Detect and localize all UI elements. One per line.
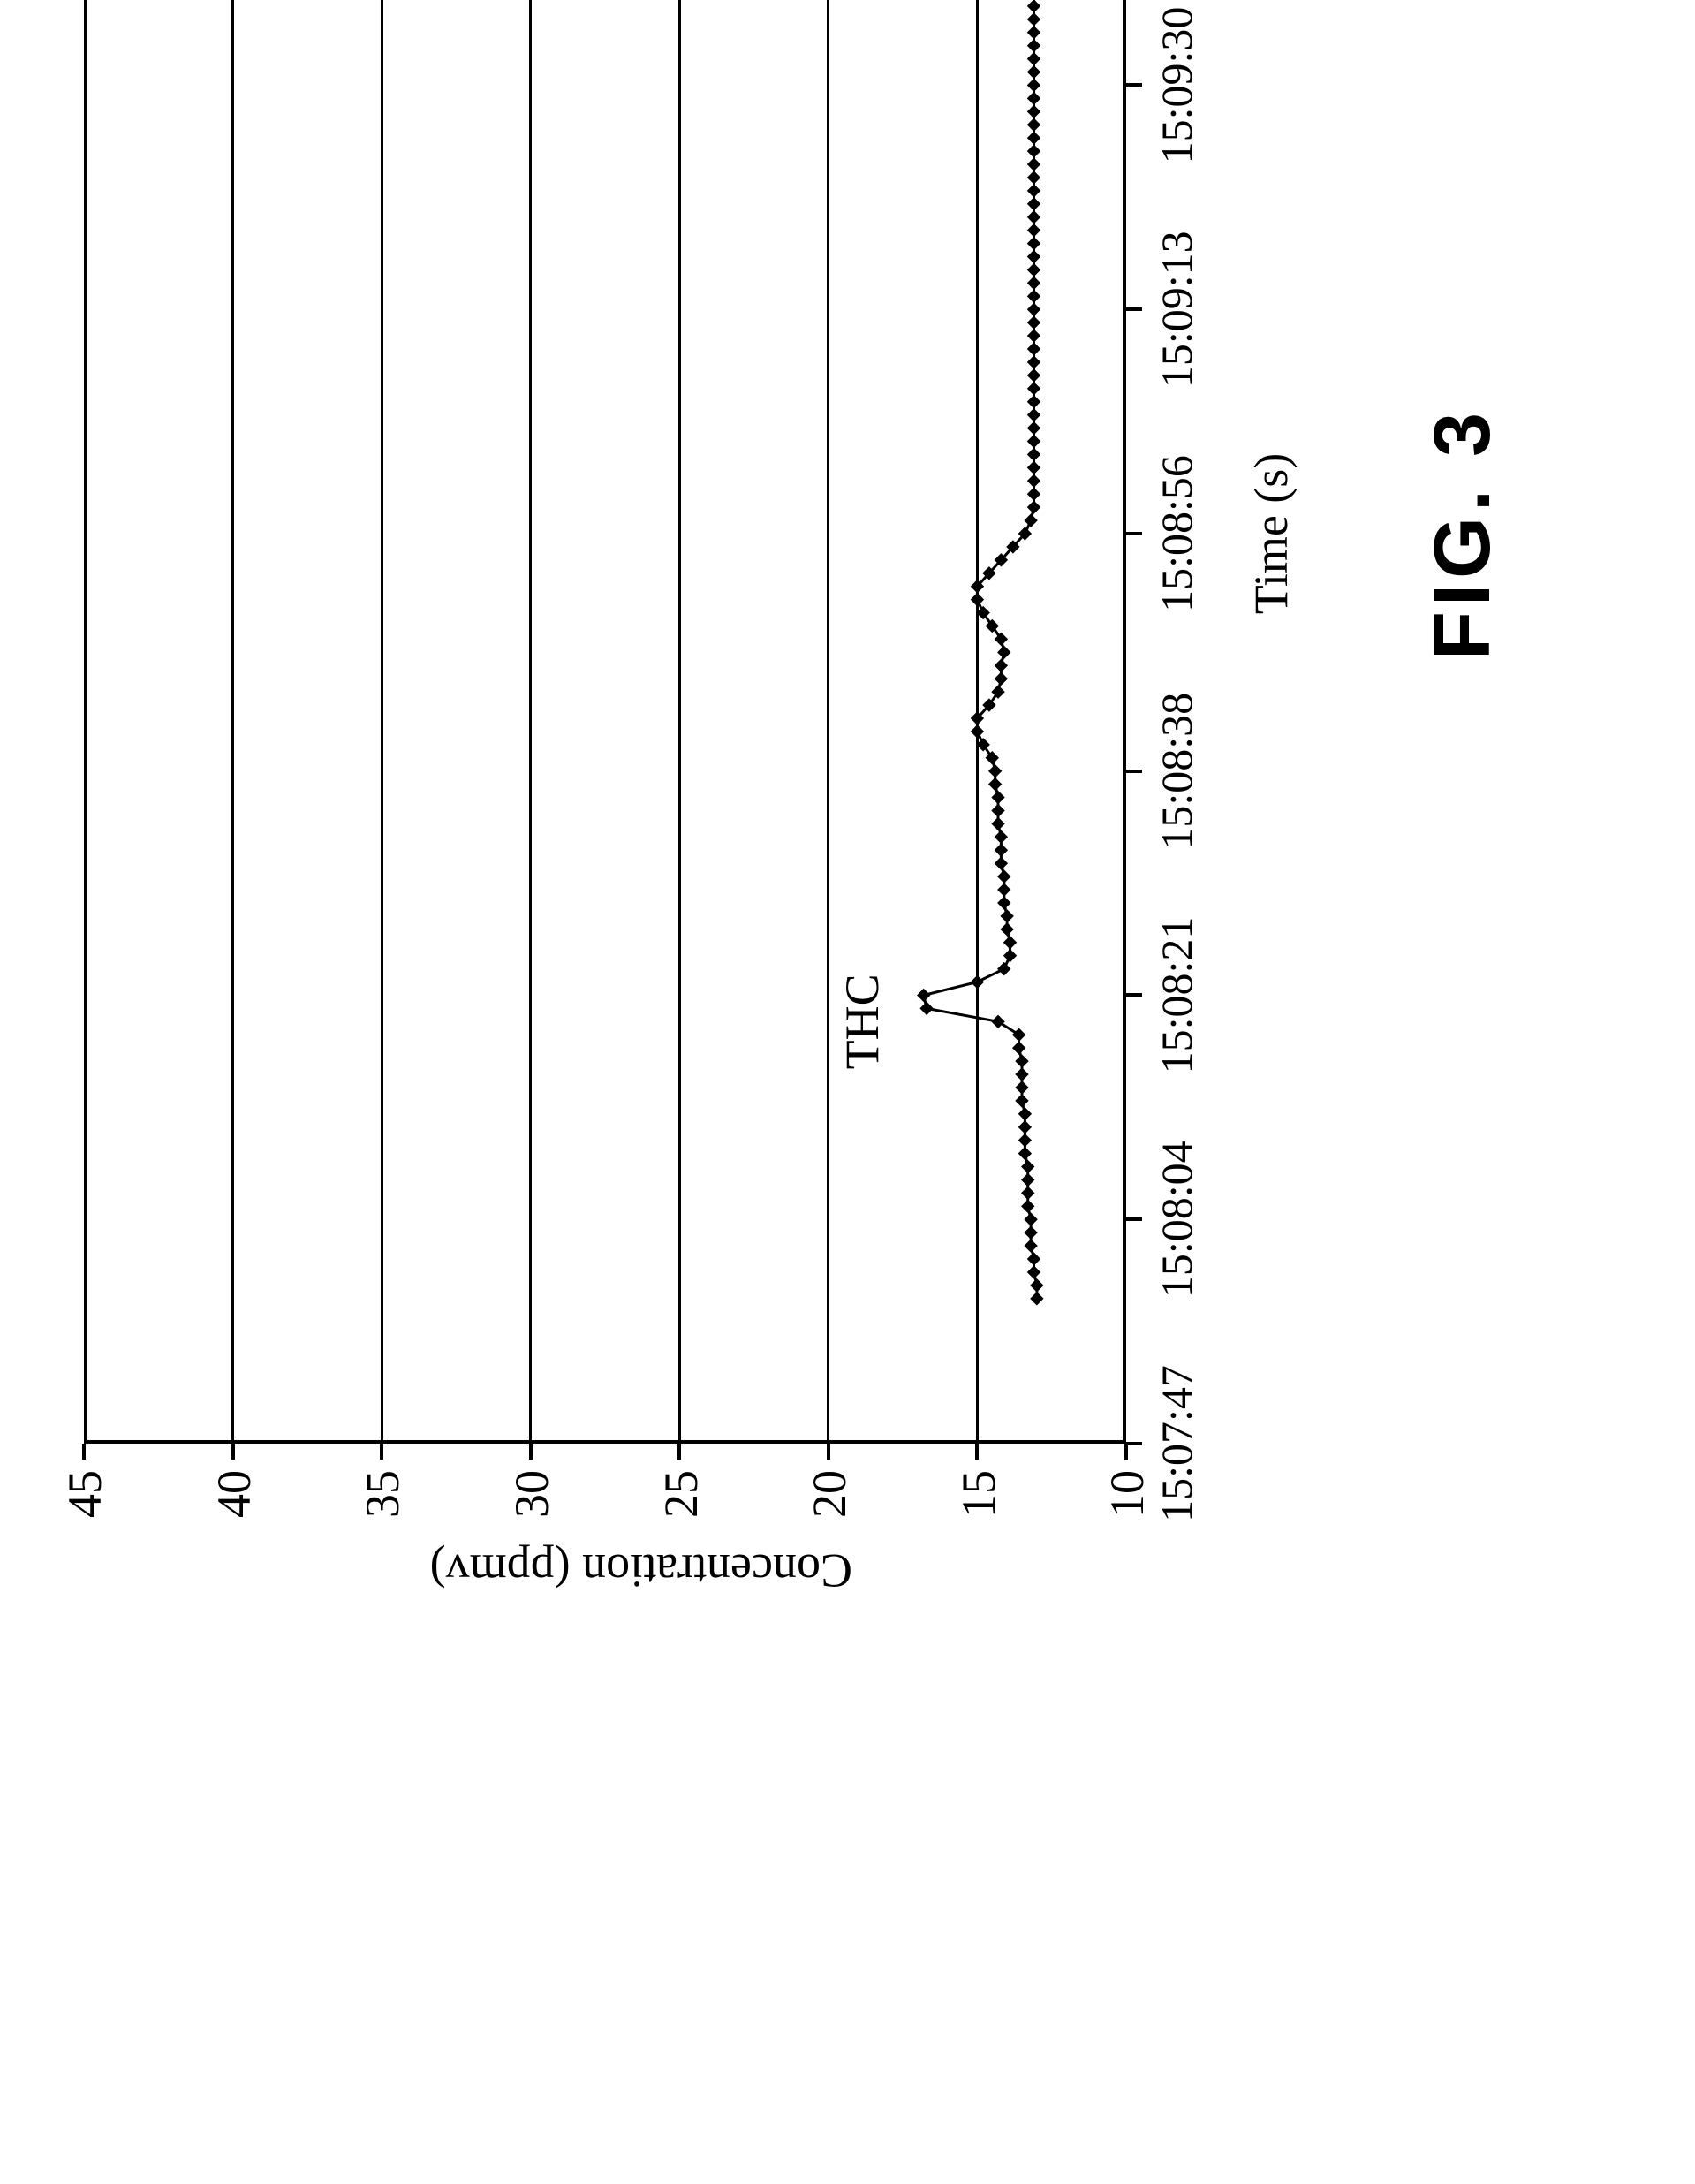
thc-marker (1031, 1293, 1043, 1305)
thc-marker (1013, 1028, 1025, 1041)
figure-label: FIG. 3 (1418, 407, 1509, 660)
thc-marker (920, 1002, 933, 1014)
thc-marker (995, 844, 1007, 856)
thc-marker (1027, 27, 1040, 39)
thc-marker (1027, 13, 1040, 26)
thc-marker (1027, 92, 1040, 104)
thc-marker (918, 989, 930, 1001)
thc-marker (1027, 488, 1040, 500)
thc-marker (995, 672, 1007, 685)
thc-marker (1025, 1240, 1037, 1252)
thc-marker (992, 1015, 1004, 1028)
thc-marker (1027, 436, 1040, 448)
thc-marker (1027, 277, 1040, 289)
thc-marker (989, 765, 1002, 777)
thc-marker (995, 659, 1007, 671)
thc-marker (1027, 501, 1040, 513)
thc-marker (1018, 1108, 1031, 1120)
thc-marker (992, 804, 1004, 816)
thc-marker (1013, 1042, 1025, 1054)
thc-marker (1027, 474, 1040, 487)
thc-marker (1027, 461, 1040, 474)
thc-marker (1027, 263, 1040, 276)
thc-marker (1027, 132, 1040, 144)
thc-marker (1027, 145, 1040, 157)
thc-marker (1027, 105, 1040, 118)
thc-marker (1027, 1253, 1040, 1265)
thc-marker (995, 857, 1007, 869)
thc-marker (1016, 1055, 1028, 1067)
thc-marker (998, 646, 1010, 658)
thc-marker (1027, 185, 1040, 197)
thc-marker (1027, 66, 1040, 79)
thc-marker (1018, 1148, 1031, 1160)
thc-marker (1004, 950, 1017, 962)
thc-marker (1027, 171, 1040, 184)
thc-marker (998, 897, 1010, 909)
thc-marker (971, 725, 983, 738)
thc-marker (1027, 118, 1040, 131)
thc-marker (1027, 290, 1040, 302)
thc-marker (1027, 158, 1040, 171)
thc-marker (1027, 238, 1040, 250)
thc-marker (1027, 343, 1040, 355)
thc-marker (1027, 409, 1040, 421)
thc-marker (1027, 211, 1040, 224)
thc-marker (1027, 79, 1040, 91)
thc-marker (1027, 1266, 1040, 1278)
thc-marker (971, 594, 983, 606)
thc-marker (1027, 383, 1040, 395)
thc-marker (1016, 1095, 1028, 1107)
thc-marker (1001, 910, 1013, 922)
thc-marker (1022, 1161, 1034, 1173)
thc-marker (1025, 1226, 1037, 1239)
thc-marker (1025, 1213, 1037, 1225)
thc-marker (1027, 316, 1040, 329)
chart-canvas: 1015202530354045 15:07:4715:08:0415:08:2… (0, 0, 1695, 1695)
thc-marker (1027, 448, 1040, 460)
thc-marker (1027, 330, 1040, 342)
thc-marker (998, 963, 1010, 975)
thc-marker (1004, 937, 1017, 949)
thc-marker (1027, 356, 1040, 368)
thc-marker (998, 870, 1010, 883)
thc-marker (1027, 53, 1040, 65)
thc-marker (1001, 923, 1013, 936)
thc-marker (971, 976, 983, 989)
thc-marker (1025, 514, 1037, 527)
thc-marker (1027, 198, 1040, 210)
thc-marker (1031, 1279, 1043, 1292)
thc-marker (1027, 224, 1040, 237)
thc-marker (989, 778, 1002, 791)
thc-marker (1027, 369, 1040, 382)
thc-marker (1022, 1187, 1034, 1199)
thc-marker (1027, 303, 1040, 315)
thc-marker (992, 817, 1004, 830)
thc-marker (992, 792, 1004, 804)
thc-marker (1027, 396, 1040, 408)
thc-marker (995, 830, 1007, 843)
thc-marker (1027, 40, 1040, 52)
thc-marker (1022, 1173, 1034, 1186)
thc-marker (1018, 1121, 1031, 1134)
thc-series (0, 0, 1695, 1695)
thc-marker (998, 883, 1010, 896)
thc-marker (1018, 1134, 1031, 1147)
thc-marker (1027, 0, 1040, 12)
thc-marker (1016, 1068, 1028, 1081)
thc-marker (1027, 422, 1040, 435)
thc-marker (1022, 1200, 1034, 1212)
thc-marker (1027, 251, 1040, 263)
thc-marker (1016, 1081, 1028, 1094)
